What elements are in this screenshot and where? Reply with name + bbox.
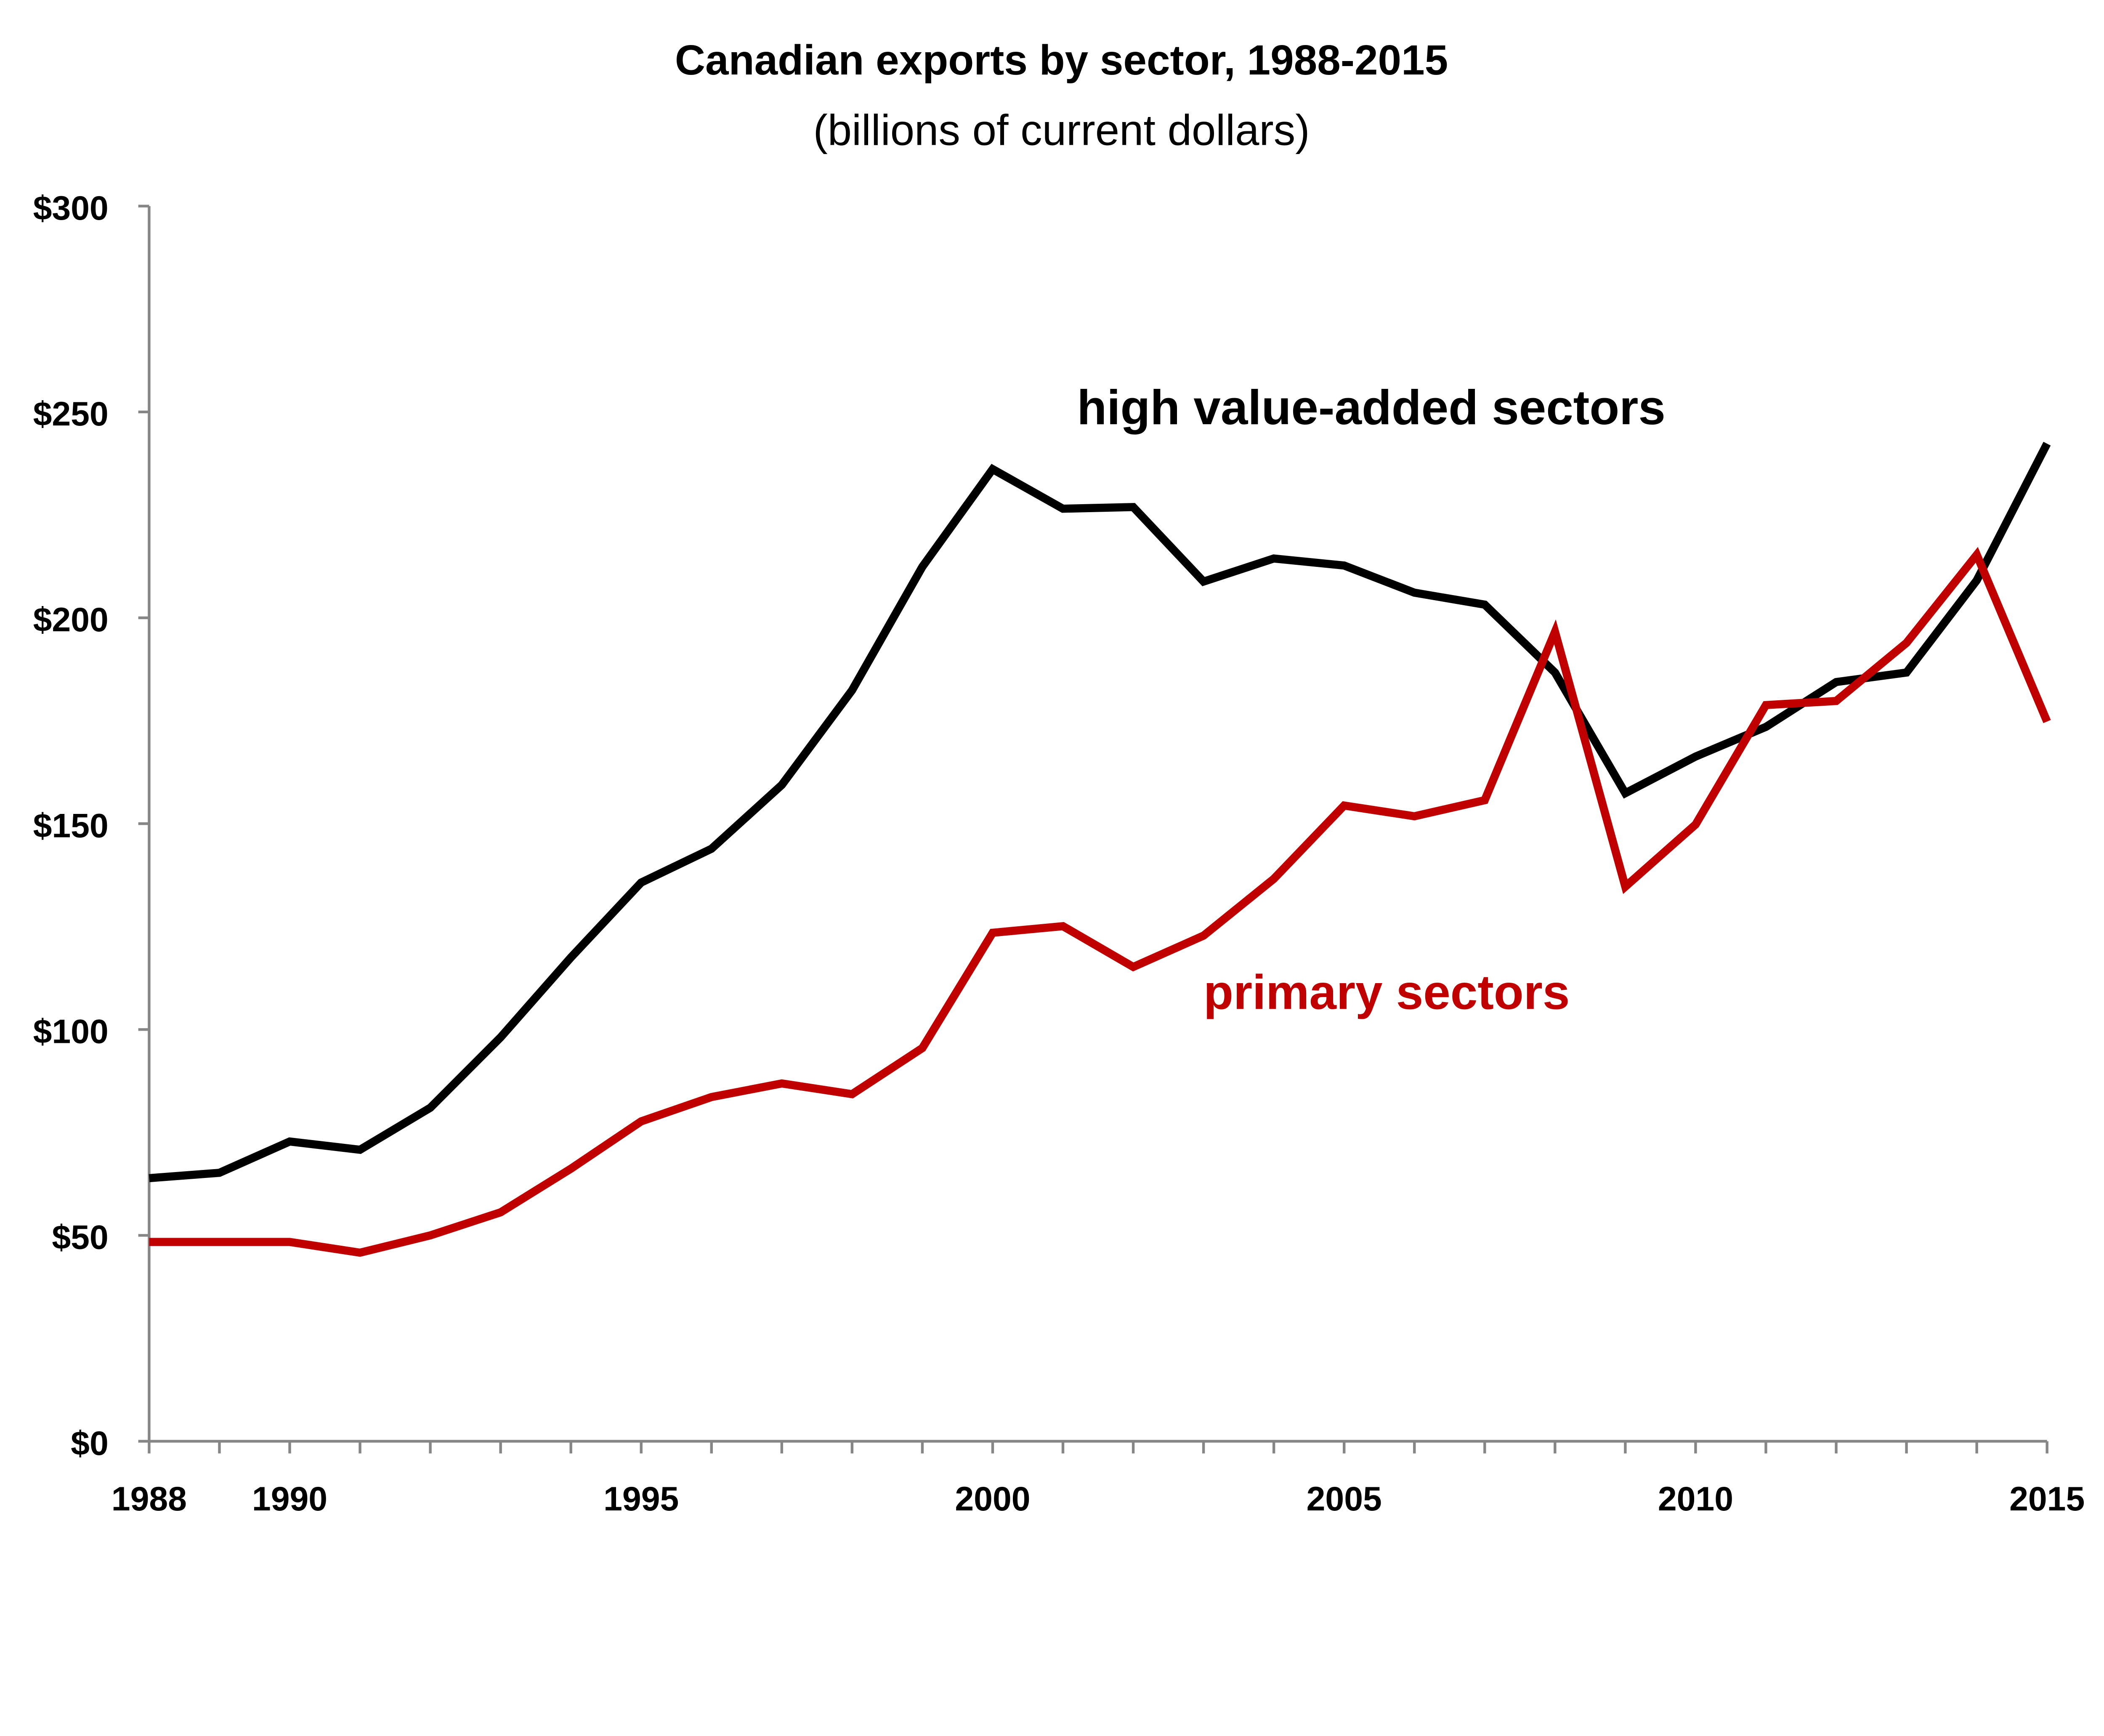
data-point: [922, 566, 923, 567]
x-tick-label: 2010: [1658, 1480, 1733, 1518]
x-tick-label: 1995: [603, 1480, 679, 1518]
data-point: [852, 1094, 853, 1095]
x-tick-label: 1990: [252, 1480, 327, 1518]
data-point: [1976, 580, 1977, 581]
series-lines: [149, 441, 2051, 1257]
y-tick-label: $300: [33, 189, 109, 227]
y-tick-label: $250: [33, 395, 109, 433]
x-tick-label: 1988: [112, 1480, 187, 1518]
x-tick-label: 2005: [1307, 1480, 1382, 1518]
data-point: [711, 848, 712, 849]
series-label-1: primary sectors: [1203, 965, 1570, 1019]
y-tick-label: $50: [52, 1219, 108, 1257]
x-tick-label: 2015: [2009, 1480, 2085, 1518]
chart-subtitle: (billions of current dollars): [813, 106, 1310, 154]
data-point: [1133, 507, 1134, 508]
series-line-1: [149, 547, 2051, 1257]
series-line-0: [149, 441, 2051, 1183]
y-tick-label: $150: [33, 807, 109, 845]
data-point: [781, 1083, 782, 1084]
y-tick-label: $200: [33, 601, 109, 639]
y-tick-label: $100: [33, 1013, 109, 1051]
data-point: [1695, 756, 1696, 757]
data-point: [852, 690, 853, 691]
chart-title: Canadian exports by sector, 1988-2015: [675, 37, 1448, 84]
series-label-0: high value-added sectors: [1077, 380, 1665, 435]
data-point: [219, 1172, 220, 1173]
series-labels: high value-added sectors primary sectors: [1077, 380, 1665, 1019]
x-tick-label: 2000: [955, 1480, 1030, 1518]
axes: $0 $50 $100 $150 $200 $250 $300 1988 1990 1995 200…: [33, 189, 2085, 1518]
line-chart: Canadian exports by sector, 1988-2015 (b…: [33, 37, 2085, 1518]
y-tick-label: $0: [71, 1425, 109, 1462]
data-point: [1695, 824, 1696, 825]
data-point: [500, 1037, 501, 1038]
